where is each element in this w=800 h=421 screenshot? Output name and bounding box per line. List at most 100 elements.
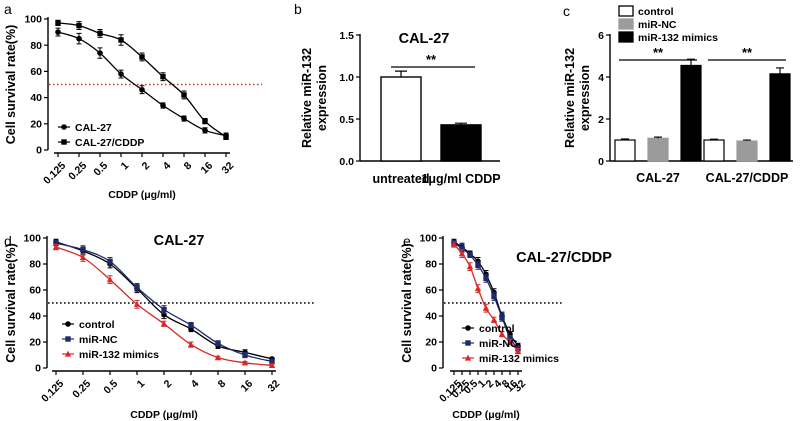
legend-swatch-c-2 bbox=[618, 31, 634, 43]
data-point-a-1 bbox=[118, 37, 124, 43]
data-point-e-1 bbox=[491, 293, 497, 300]
chart-title-d: CAL-27 bbox=[154, 233, 205, 249]
legend-label-e-2: miR-132 mimics bbox=[479, 353, 559, 365]
data-point-d-1 bbox=[161, 306, 167, 313]
legend-marker-e-2 bbox=[464, 354, 472, 361]
legend-marker-a-0 bbox=[61, 124, 67, 130]
y-tick-label-a: 0 bbox=[36, 145, 42, 157]
error-bar-c bbox=[621, 138, 629, 140]
y-tick-label-d: 0 bbox=[35, 363, 41, 375]
y-tick-label-d: 100 bbox=[23, 233, 41, 245]
legend-marker-e-1 bbox=[465, 340, 471, 346]
data-point-a-1 bbox=[139, 54, 145, 60]
x-tick-label-a: 4 bbox=[161, 160, 174, 173]
panel-label-b: b bbox=[294, 1, 302, 17]
data-point-d-2 bbox=[133, 300, 141, 307]
y-tick-label-b: 1.5 bbox=[339, 30, 354, 42]
error-bar-c bbox=[776, 67, 784, 74]
data-point-a-0 bbox=[76, 35, 82, 42]
x-tick-label-d: 0.125 bbox=[39, 378, 66, 405]
data-point-d-1 bbox=[188, 322, 194, 328]
data-point-e-2 bbox=[474, 285, 482, 292]
x-tick-label-d: 2 bbox=[162, 378, 175, 391]
y-tick-label-c: 4 bbox=[598, 72, 604, 84]
y-tick-label-e: 40 bbox=[425, 311, 437, 323]
x-tick-label-a: 2 bbox=[140, 160, 153, 173]
data-point-d-2 bbox=[268, 362, 276, 368]
legend-swatch-c-1 bbox=[618, 18, 634, 30]
data-point-a-0 bbox=[202, 127, 208, 134]
x-category-label-c: CAL-27/CDDP bbox=[706, 171, 789, 185]
y-tick-label-a: 100 bbox=[24, 14, 42, 26]
y-tick-label-e: 20 bbox=[425, 337, 437, 349]
legend-label-e-1: miR-NC bbox=[479, 338, 518, 350]
y-tick-label-c: 6 bbox=[598, 30, 604, 42]
legend-label-a-0: CAL-27 bbox=[75, 122, 112, 134]
bar-c-1-1 bbox=[736, 140, 758, 162]
legend-marker-e-0 bbox=[465, 325, 471, 331]
y-axis-label-e: Cell survival rate(%) bbox=[400, 243, 414, 363]
x-tick-label-a: 0.125 bbox=[41, 160, 68, 187]
data-point-d-2 bbox=[52, 243, 60, 250]
data-point-a-1 bbox=[181, 92, 187, 98]
chart-title-e: CAL-27/CDDP bbox=[516, 250, 612, 266]
y-axis-label-b: expression bbox=[315, 65, 329, 131]
data-point-e-2 bbox=[482, 304, 490, 311]
legend-label-c-2: miR-132 mimics bbox=[638, 32, 718, 44]
x-tick-label-a: 0.25 bbox=[66, 160, 89, 183]
panel-label-a: a bbox=[4, 1, 12, 17]
significance-mark-c: ** bbox=[653, 45, 664, 60]
panel-d: d CAL-27 0 20 40 60 80 100 0.125 0.25 0.5 1 2 4 8 16 32 C… bbox=[4, 233, 314, 421]
data-point-d-2 bbox=[106, 276, 114, 283]
x-tick-label-d: 32 bbox=[265, 378, 282, 395]
y-tick-label-a: 80 bbox=[30, 40, 42, 52]
x-tick-label-a: 0.5 bbox=[91, 160, 110, 179]
x-category-label-b: 1μg/ml CDDP bbox=[421, 172, 500, 186]
legend-label-c-0: control bbox=[638, 6, 674, 18]
data-point-a-1 bbox=[223, 134, 229, 140]
bar-b-0 bbox=[380, 76, 422, 162]
data-point-a-1 bbox=[160, 73, 166, 80]
series-line-a-1 bbox=[57, 22, 227, 138]
y-tick-label-d: 60 bbox=[29, 285, 41, 297]
data-point-a-1 bbox=[97, 30, 103, 37]
error-bar-c bbox=[654, 136, 662, 139]
data-point-e-2 bbox=[514, 347, 522, 354]
legend-marker-d-1 bbox=[65, 336, 71, 342]
x-tick-label-d: 1 bbox=[135, 378, 148, 391]
data-point-e-2 bbox=[466, 263, 474, 270]
x-axis-label-d: CDDP (μg/ml) bbox=[130, 409, 197, 421]
data-point-d-2 bbox=[241, 359, 249, 366]
x-tick-label-a: 16 bbox=[198, 160, 215, 177]
data-point-d-2 bbox=[187, 341, 195, 348]
data-point-e-1 bbox=[459, 245, 465, 252]
legend-label-a-1: CAL-27/CDDP bbox=[75, 137, 144, 149]
legend-marker-d-0 bbox=[65, 321, 71, 327]
data-point-e-1 bbox=[499, 314, 505, 320]
data-point-e-1 bbox=[475, 262, 481, 268]
error-bar-b-1 bbox=[455, 122, 467, 125]
y-axis-label-b: Relative miR-132 bbox=[300, 48, 314, 148]
y-tick-label-c: 2 bbox=[598, 114, 604, 126]
x-axis-label-e: CDDP (μg/ml) bbox=[452, 409, 519, 421]
bar-c-0-2 bbox=[680, 64, 702, 162]
bar-c-1-0 bbox=[703, 139, 725, 162]
data-point-a-1 bbox=[76, 22, 82, 29]
data-point-a-0 bbox=[160, 102, 166, 109]
data-point-e-1 bbox=[507, 335, 513, 341]
y-axis-label-d: Cell survival rate(%) bbox=[4, 243, 18, 363]
error-bar-c bbox=[743, 139, 751, 142]
x-category-label-b: untreated bbox=[373, 172, 430, 186]
significance-mark-b: ** bbox=[426, 52, 437, 67]
bar-b-1 bbox=[440, 124, 482, 162]
legend-label-d-0: control bbox=[79, 319, 115, 331]
panel-c: c 0 2 4 6 Relative miR-132 expression CAL-27 ** C… bbox=[563, 3, 793, 185]
data-point-a-0 bbox=[139, 86, 145, 93]
y-tick-label-a: 40 bbox=[30, 92, 42, 104]
y-tick-label-d: 40 bbox=[29, 311, 41, 323]
y-axis-label-a: Cell survival rate(%) bbox=[4, 25, 18, 145]
panel-label-e: e bbox=[403, 233, 411, 249]
x-tick-label-a: 8 bbox=[182, 160, 195, 173]
chart-title-b: CAL-27 bbox=[399, 31, 450, 47]
